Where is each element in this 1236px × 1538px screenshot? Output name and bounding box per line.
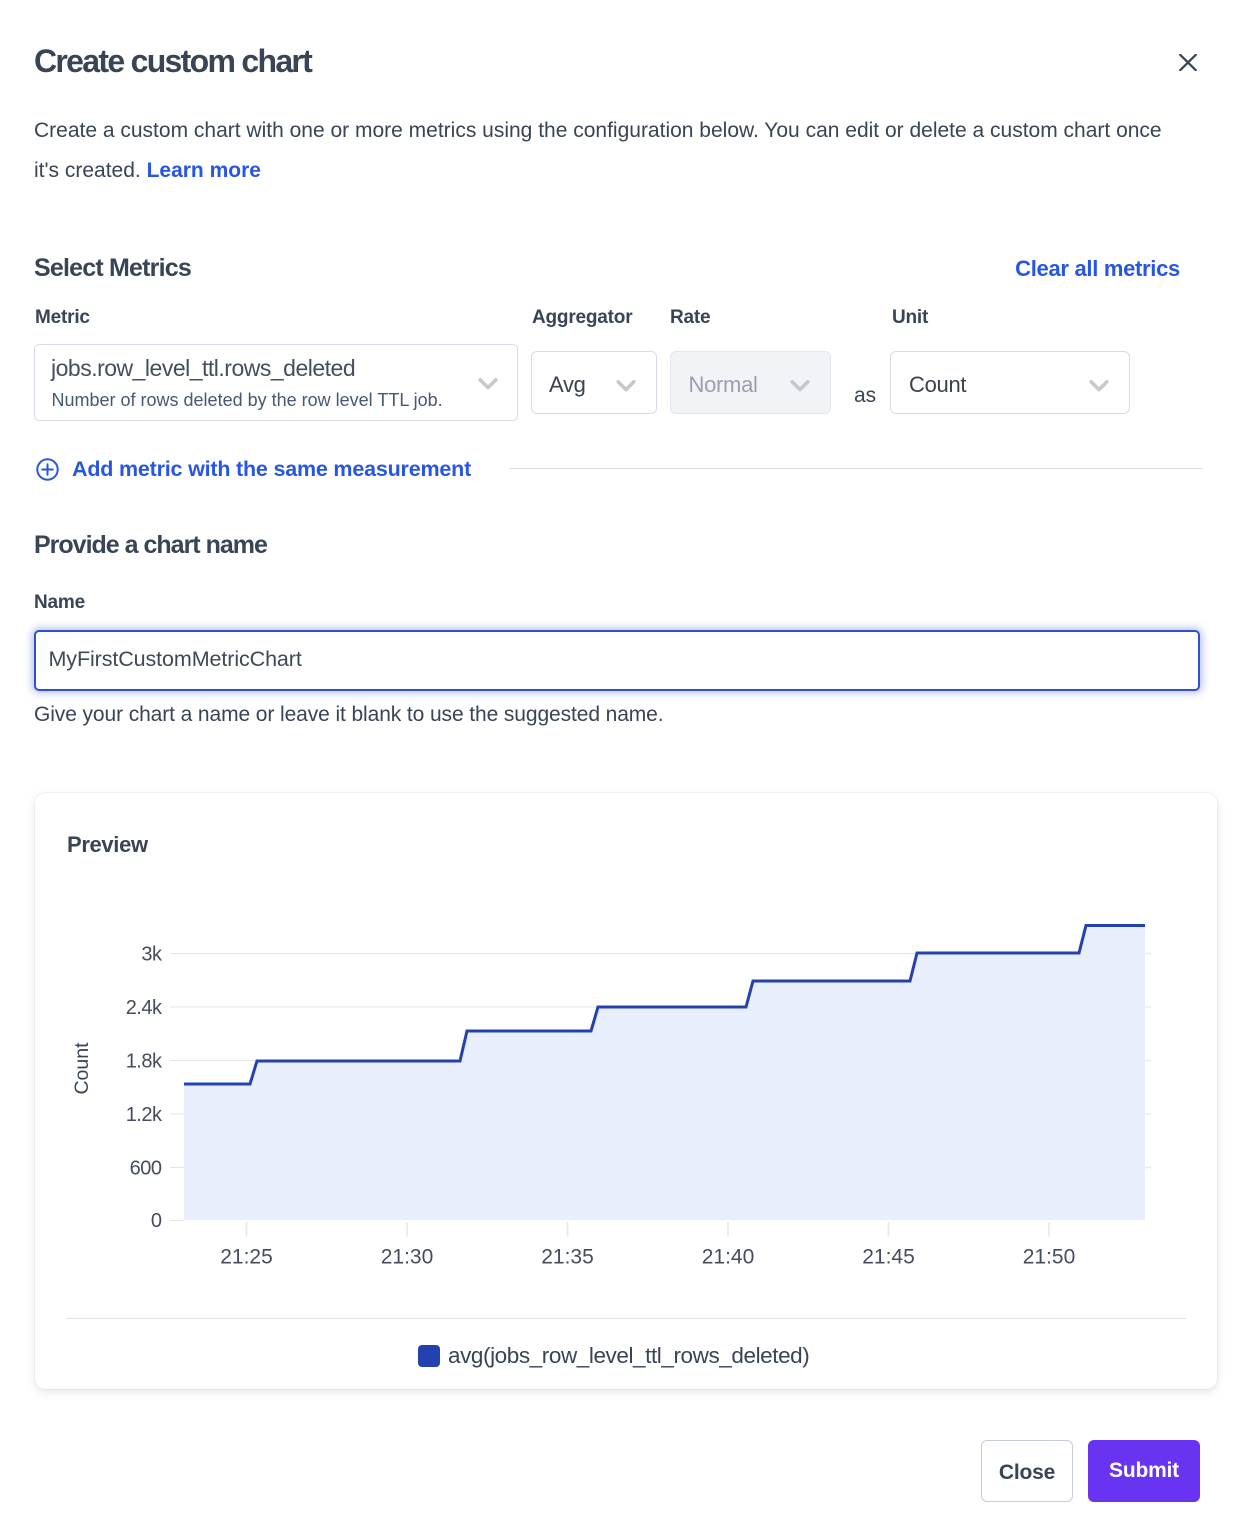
svg-text:21:25: 21:25 [220, 1246, 273, 1269]
svg-text:600: 600 [130, 1158, 162, 1180]
svg-text:21:30: 21:30 [381, 1246, 434, 1269]
svg-text:21:45: 21:45 [862, 1246, 915, 1269]
svg-text:21:35: 21:35 [541, 1246, 594, 1269]
svg-text:3k: 3k [141, 944, 163, 966]
svg-text:Count: Count [71, 1042, 93, 1095]
svg-text:2.4k: 2.4k [126, 997, 163, 1019]
svg-text:1.8k: 1.8k [126, 1051, 163, 1073]
svg-text:21:50: 21:50 [1023, 1246, 1076, 1269]
svg-text:1.2k: 1.2k [126, 1104, 163, 1126]
svg-text:21:40: 21:40 [702, 1246, 755, 1269]
svg-text:0: 0 [151, 1210, 162, 1232]
